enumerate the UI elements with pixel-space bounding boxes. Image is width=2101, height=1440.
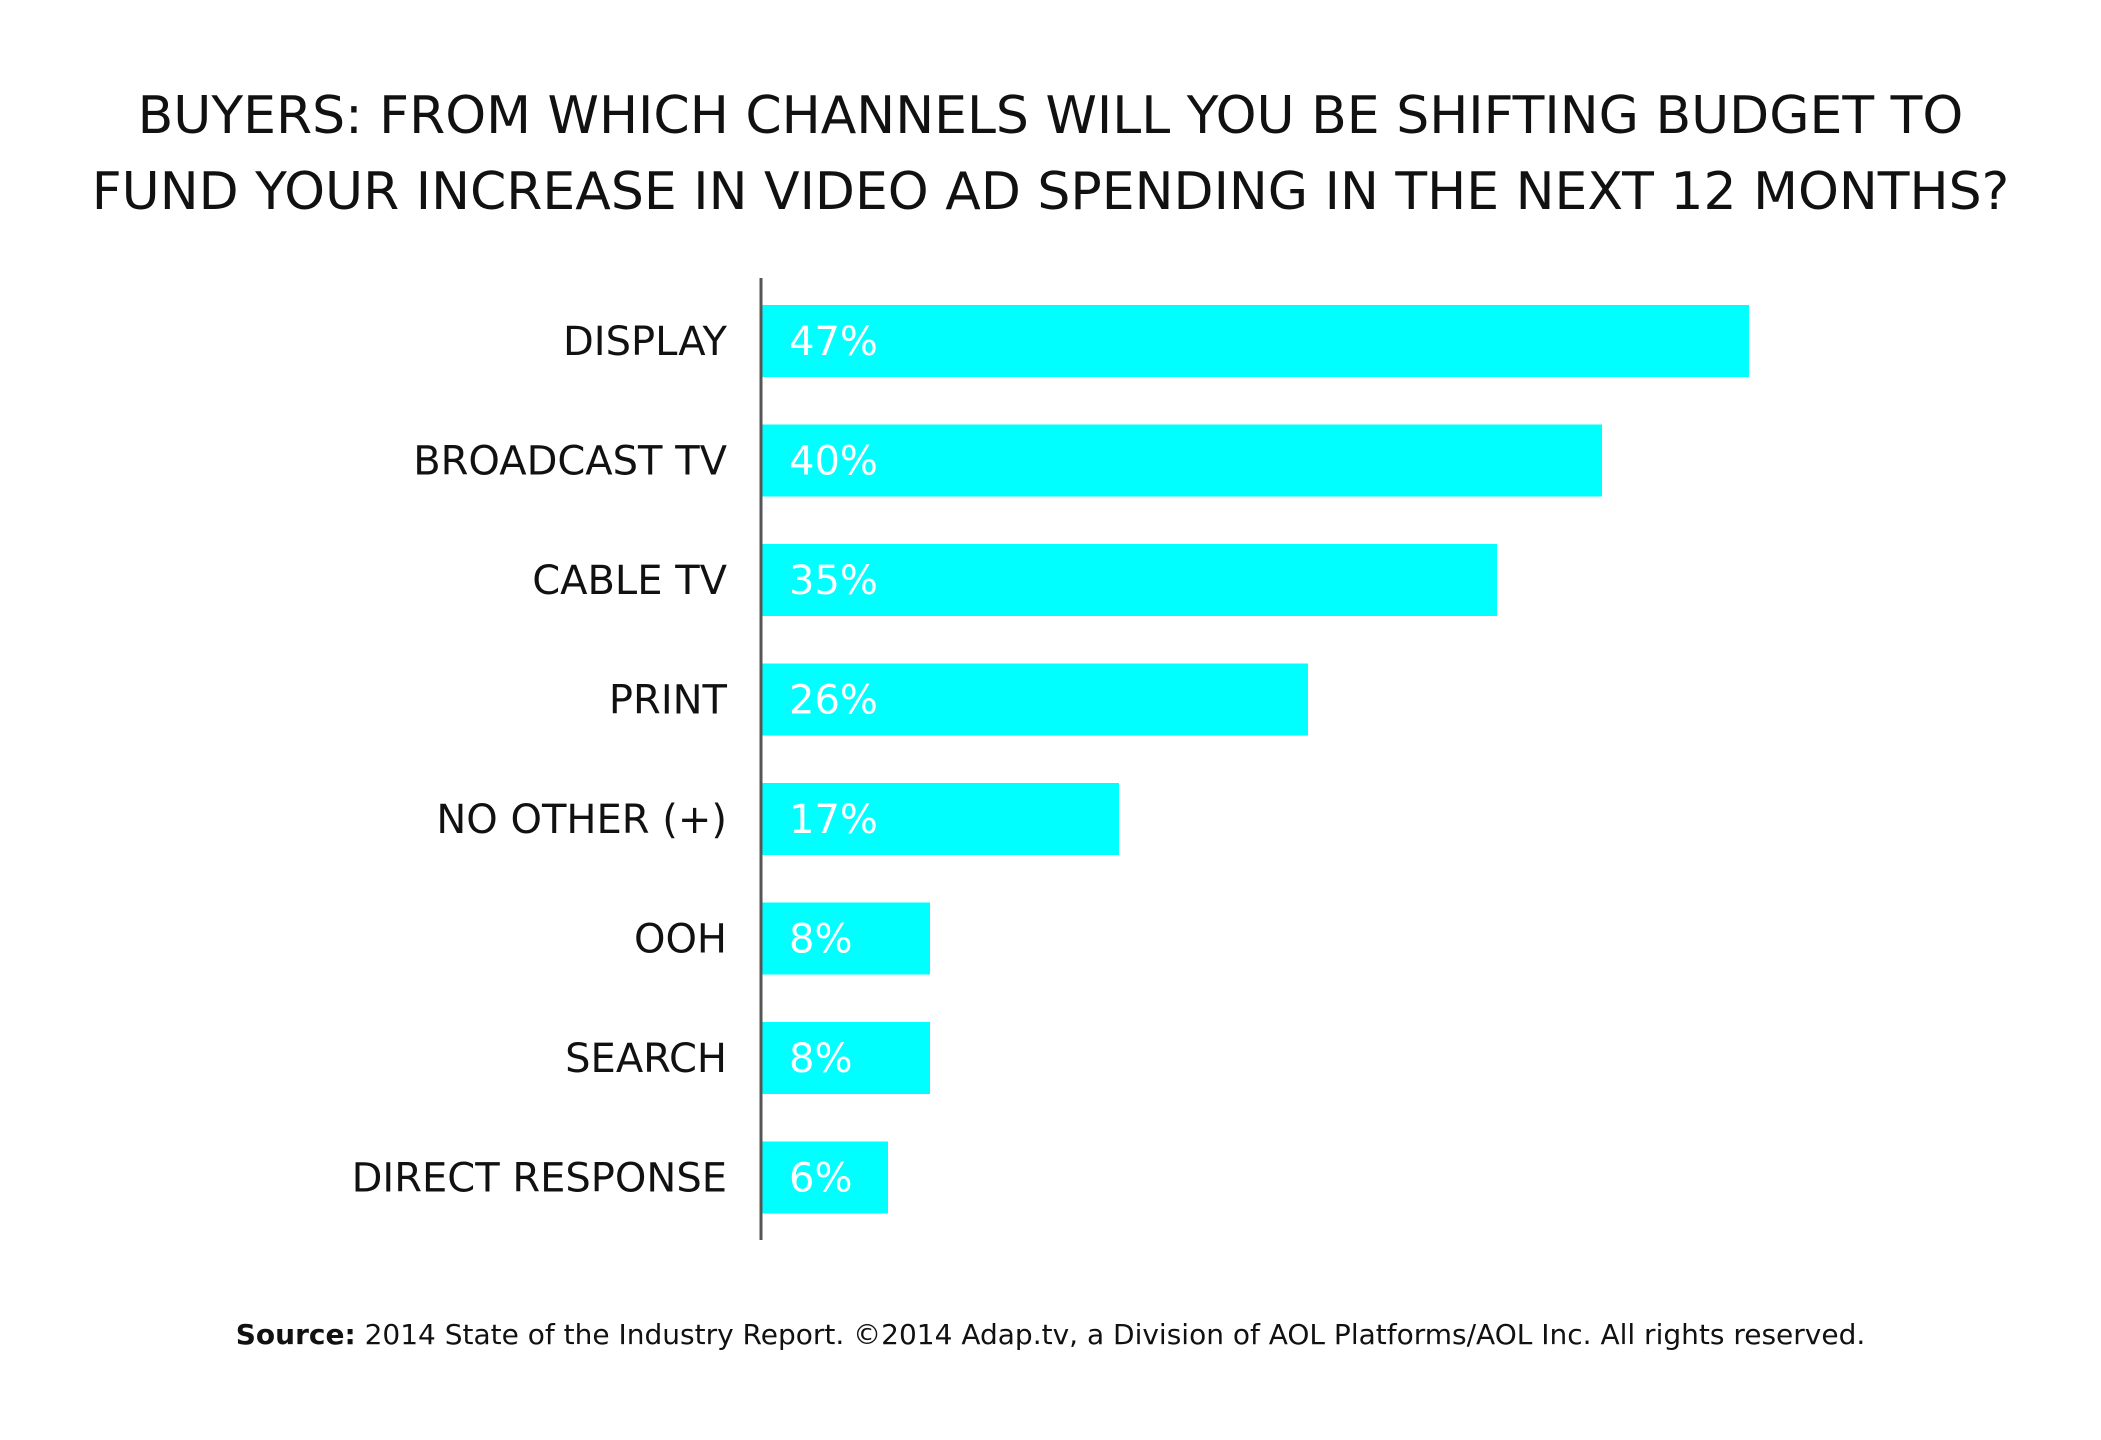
chart-title-line-2: FUND YOUR INCREASE IN VIDEO AD SPENDING … <box>91 162 2010 222</box>
bar-broadcast-tv <box>762 424 1602 497</box>
value-label: 17% <box>789 797 878 843</box>
bar-cable-tv <box>762 544 1497 616</box>
chart-title-line-1: BUYERS: FROM WHICH CHANNELS WILL YOU BE … <box>137 86 1964 146</box>
source-note: Source: 2014 State of the Industry Repor… <box>0 1318 2101 1351</box>
category-label: NO OTHER (+) <box>436 797 727 843</box>
bar-direct-response <box>762 1141 888 1214</box>
category-label: DIRECT RESPONSE <box>352 1156 727 1202</box>
chart-title: BUYERS: FROM WHICH CHANNELS WILL YOU BE … <box>0 78 2101 230</box>
category-label: DISPLAY <box>563 319 728 365</box>
bar-ooh <box>762 902 930 975</box>
bar-search <box>762 1022 930 1094</box>
bar-no-other <box>762 783 1119 855</box>
bars-layer: DISPLAY 47% BROADCAST TV 40% CABLE TV 35% PRIN… <box>352 305 1749 1214</box>
category-label: CABLE TV <box>532 558 727 604</box>
value-label: 8% <box>789 917 852 963</box>
source-label: Source: <box>235 1318 356 1351</box>
value-label: 6% <box>789 1156 852 1202</box>
source-text: 2014 State of the Industry Report. ©2014… <box>355 1318 1866 1351</box>
category-label: PRINT <box>609 678 728 724</box>
value-label: 47% <box>789 319 878 365</box>
bar-display <box>762 305 1749 377</box>
category-label: OOH <box>634 917 727 963</box>
value-label: 35% <box>789 558 878 604</box>
value-label: 40% <box>789 439 878 485</box>
value-label: 26% <box>789 678 878 724</box>
bar-print <box>762 663 1308 736</box>
category-label: SEARCH <box>565 1036 727 1082</box>
value-label: 8% <box>789 1036 852 1082</box>
category-label: BROADCAST TV <box>413 439 727 485</box>
